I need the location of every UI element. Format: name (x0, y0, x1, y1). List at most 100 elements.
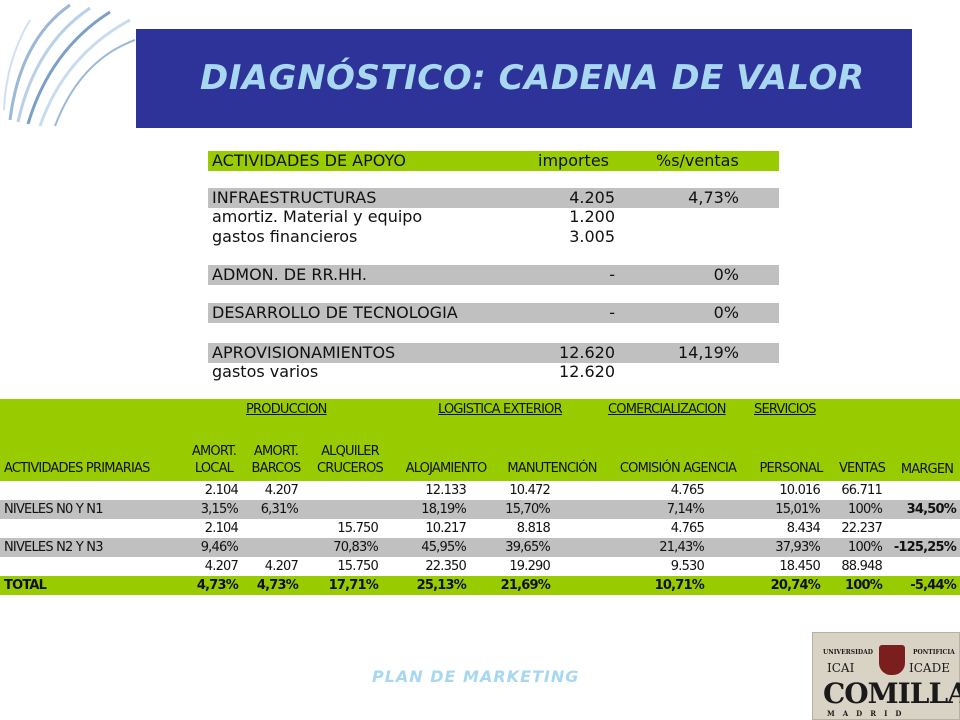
cell-alquiler: 17,71% (328, 578, 379, 593)
cell-ventas: 100% (845, 578, 883, 593)
table-row: NIVELES N0 Y N1 3,15% 6,31% 18,19% 15,70… (0, 500, 960, 519)
row-label: NIVELES N0 Y N1 (4, 502, 104, 517)
footer-text: PLAN DE MARKETING (372, 667, 580, 686)
support-row-importes: 12.620 (559, 362, 615, 381)
logo-text-icade: ICADE (909, 661, 950, 675)
cell-comision: 10,71% (654, 578, 705, 593)
support-row-pct: 4,73% (688, 188, 739, 207)
header-amort-barcos-1: AMORT. (253, 444, 299, 459)
support-row-importes: - (609, 265, 615, 284)
support-row-pct: 0% (713, 265, 739, 284)
cell-alojamiento: 22.350 (425, 559, 466, 574)
cell-manutencion: 21,69% (500, 578, 551, 593)
decorative-arcs-logo (3, 3, 136, 127)
support-header-row: ACTIVIDADES DE APOYO importes %s/ventas (208, 151, 779, 171)
cell-comision: 9.530 (670, 559, 705, 574)
support-row-label: amortiz. Material y equipo (212, 207, 423, 226)
cell-margen: -5,44% (910, 578, 956, 593)
cell-manutencion: 8.818 (516, 521, 551, 536)
cell-alquiler: 15.750 (337, 521, 378, 536)
support-row: APROVISIONAMIENTOS 12.620 14,19% (208, 343, 779, 363)
header-alquiler-1: ALQUILER (321, 444, 380, 459)
shield-icon (879, 645, 905, 675)
cell-manutencion: 39,65% (505, 540, 551, 555)
header-ventas: VENTAS (838, 461, 886, 476)
cell-ventas: 100% (848, 502, 883, 517)
row-label: TOTAL (4, 578, 47, 593)
support-row: amortiz. Material y equipo 1.200 (208, 207, 779, 227)
support-row-label: DESARROLLO DE TECNOLOGIA (212, 303, 458, 322)
cell-alojamiento: 45,95% (421, 540, 467, 555)
cell-barcos: 4.207 (264, 559, 299, 574)
header-personal: PERSONAL (759, 461, 823, 476)
cell-personal: 18.450 (779, 559, 820, 574)
header-margen: MARGEN (900, 462, 954, 477)
primary-header-block: PRODUCCION LOGISTICA EXTERIOR COMERCIALI… (0, 399, 960, 481)
cell-comision: 21,43% (659, 540, 705, 555)
cell-local: 4.207 (204, 559, 239, 574)
support-row-label: ADMON. DE RR.HH. (212, 265, 367, 284)
cell-manutencion: 10.472 (509, 483, 550, 498)
support-row-importes: 1.200 (569, 207, 615, 226)
cell-local: 2.104 (204, 521, 239, 536)
cell-personal: 10.016 (779, 483, 820, 498)
slide-title: DIAGNÓSTICO: CADENA DE VALOR (200, 58, 865, 98)
cell-alquiler: 15.750 (337, 559, 378, 574)
support-row: DESARROLLO DE TECNOLOGIA - 0% (208, 303, 779, 323)
support-row-importes: 4.205 (569, 188, 615, 207)
logo-text-comillas: COMILLAS (823, 677, 960, 710)
cell-margen: -125,25% (893, 540, 957, 555)
cell-local: 2.104 (204, 483, 239, 498)
group-logistica: LOGISTICA EXTERIOR (438, 402, 563, 417)
cell-local: 9,46% (200, 540, 239, 555)
support-row: INFRAESTRUCTURAS 4.205 4,73% (208, 188, 779, 208)
header-amort-local-1: AMORT. (191, 444, 237, 459)
cell-ventas: 88.948 (841, 559, 882, 574)
support-row-label: gastos financieros (212, 227, 358, 246)
row-label: NIVELES N2 Y N3 (4, 540, 104, 555)
cell-personal: 37,93% (775, 540, 821, 555)
table-row: 4.207 4.207 15.750 22.350 19.290 9.530 1… (0, 557, 960, 576)
support-row-label: APROVISIONAMIENTOS (212, 343, 396, 362)
support-row-pct: 14,19% (677, 343, 739, 362)
support-row: gastos financieros 3.005 (208, 227, 779, 247)
support-row: gastos varios 12.620 (208, 362, 779, 382)
cell-personal: 20,74% (770, 578, 821, 593)
cell-manutencion: 15,70% (505, 502, 551, 517)
cell-barcos: 6,31% (260, 502, 299, 517)
cell-alquiler: 70,83% (333, 540, 379, 555)
support-row-importes: - (609, 303, 615, 322)
header-manutencion: MANUTENCIÓN (507, 461, 597, 476)
cell-local: 3,15% (200, 502, 239, 517)
cell-comision: 4.765 (670, 483, 705, 498)
table-row: NIVELES N2 Y N3 9,46% 70,83% 45,95% 39,6… (0, 538, 960, 557)
table-row: 2.104 4.207 12.133 10.472 4.765 10.016 6… (0, 481, 960, 500)
cell-ventas: 22.237 (841, 521, 882, 536)
support-row-pct: 0% (713, 303, 739, 322)
support-row-label: INFRAESTRUCTURAS (212, 188, 377, 207)
header-comision: COMISIÓN AGENCIA (619, 461, 737, 476)
table-row-total: TOTAL 4,73% 4,73% 17,71% 25,13% 21,69% 1… (0, 576, 960, 595)
title-banner (136, 29, 912, 128)
support-header-label: ACTIVIDADES DE APOYO (212, 151, 406, 170)
support-row-label: gastos varios (212, 362, 319, 381)
support-row: ADMON. DE RR.HH. - 0% (208, 265, 779, 285)
logo-text-pontificia: PONTIFICIA (913, 649, 955, 656)
header-alojamiento: ALOJAMIENTO (405, 461, 488, 476)
cell-comision: 7,14% (666, 502, 705, 517)
cell-alojamiento: 25,13% (416, 578, 467, 593)
cell-barcos: 4,73% (256, 578, 299, 593)
group-servicios: SERVICIOS (754, 402, 817, 417)
logo-text-madrid: MADRID (827, 709, 910, 718)
cell-barcos: 4.207 (264, 483, 299, 498)
logo-text-icai: ICAI (827, 661, 855, 675)
support-row-importes: 3.005 (569, 227, 615, 246)
cell-personal: 15,01% (775, 502, 821, 517)
university-logo: UNIVERSIDAD PONTIFICIA ICAI ICADE COMILL… (812, 632, 960, 720)
cell-alojamiento: 10.217 (425, 521, 466, 536)
cell-ventas: 100% (848, 540, 883, 555)
cell-ventas: 66.711 (841, 483, 882, 498)
header-amort-barcos-2: BARCOS (251, 461, 302, 476)
support-header-importes: importes (538, 151, 610, 170)
header-alquiler-2: CRUCEROS (316, 461, 384, 476)
